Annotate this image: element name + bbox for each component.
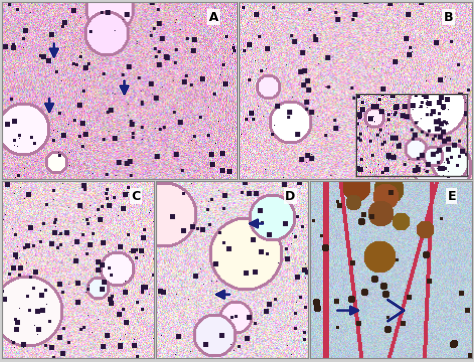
Text: D: D xyxy=(285,190,296,203)
Text: C: C xyxy=(131,190,140,203)
Text: A: A xyxy=(209,10,219,24)
Text: B: B xyxy=(444,10,453,24)
Text: E: E xyxy=(447,190,456,203)
